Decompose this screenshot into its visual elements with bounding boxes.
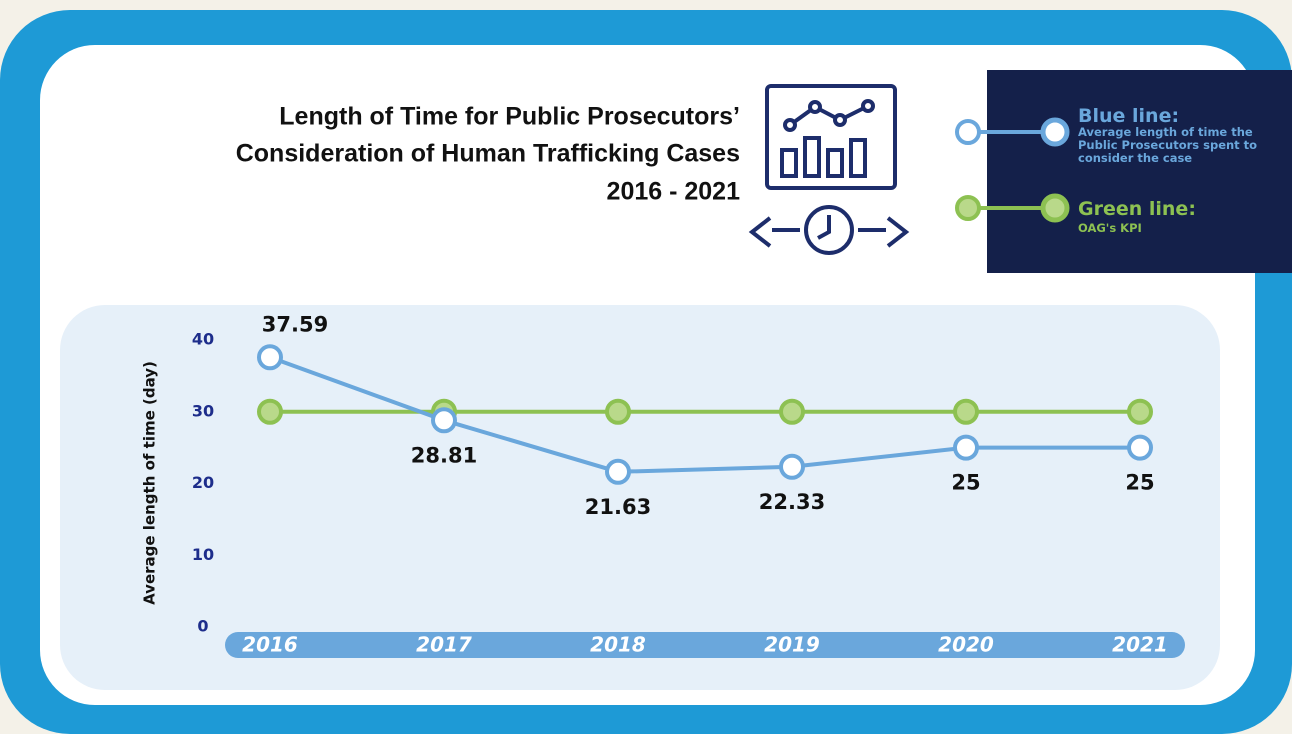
data-label: 21.63 (585, 495, 651, 519)
data-point (605, 398, 631, 425)
x-tick-label: 2017 (416, 633, 472, 657)
legend-box (987, 70, 1292, 273)
series-line (269, 355, 1140, 474)
x-axis-band (225, 632, 1185, 658)
data-label: 25 (1125, 471, 1154, 495)
data-label: 28.81 (411, 443, 477, 467)
y-tick-label: 0 (197, 617, 208, 636)
x-tick-label: 2021 (1112, 633, 1168, 657)
plot-panel (60, 305, 1220, 690)
x-tick-label: 2019 (764, 633, 820, 657)
data-label: 37.59 (262, 312, 328, 336)
data-point (953, 434, 979, 461)
data-point (431, 407, 457, 434)
y-tick-label: 10 (192, 545, 214, 564)
chart-title: 2016 - 2021 (607, 178, 741, 206)
legend-description: OAG's KPI (1078, 221, 1142, 235)
legend-entry: Green line: OAG's KPI (1078, 198, 1288, 236)
legend-markers (955, 117, 1070, 223)
data-label: 25 (951, 471, 980, 495)
data-point (257, 398, 283, 425)
data-point (953, 398, 979, 425)
y-tick-label: 30 (192, 401, 214, 420)
legend-name: Blue line: (1078, 105, 1180, 127)
data-point (257, 344, 283, 371)
x-tick-label: 2018 (590, 633, 646, 657)
icon (748, 84, 910, 255)
x-tick-label: 2016 (242, 633, 298, 657)
y-tick-label: 20 (192, 473, 214, 492)
data-point (605, 458, 631, 485)
data-label: 22.33 (759, 490, 825, 514)
x-tick-label: 2020 (938, 633, 994, 657)
legend-name: Green line: (1078, 198, 1196, 220)
chart-title: Length of Time for Public Prosecutors’ (279, 103, 740, 131)
data-point (1127, 434, 1153, 461)
y-tick-label: 40 (192, 330, 214, 349)
data-point (1127, 398, 1153, 425)
chart-title: Consideration of Human Trafficking Cases (236, 140, 740, 168)
y-axis-label: Average length of time (day) (141, 361, 159, 605)
legend-entry: Blue line: Average length of time the Pu… (1078, 106, 1288, 165)
legend-description: Average length of time the Public Prosec… (1078, 125, 1258, 165)
data-point (779, 453, 805, 480)
data-point (779, 398, 805, 425)
